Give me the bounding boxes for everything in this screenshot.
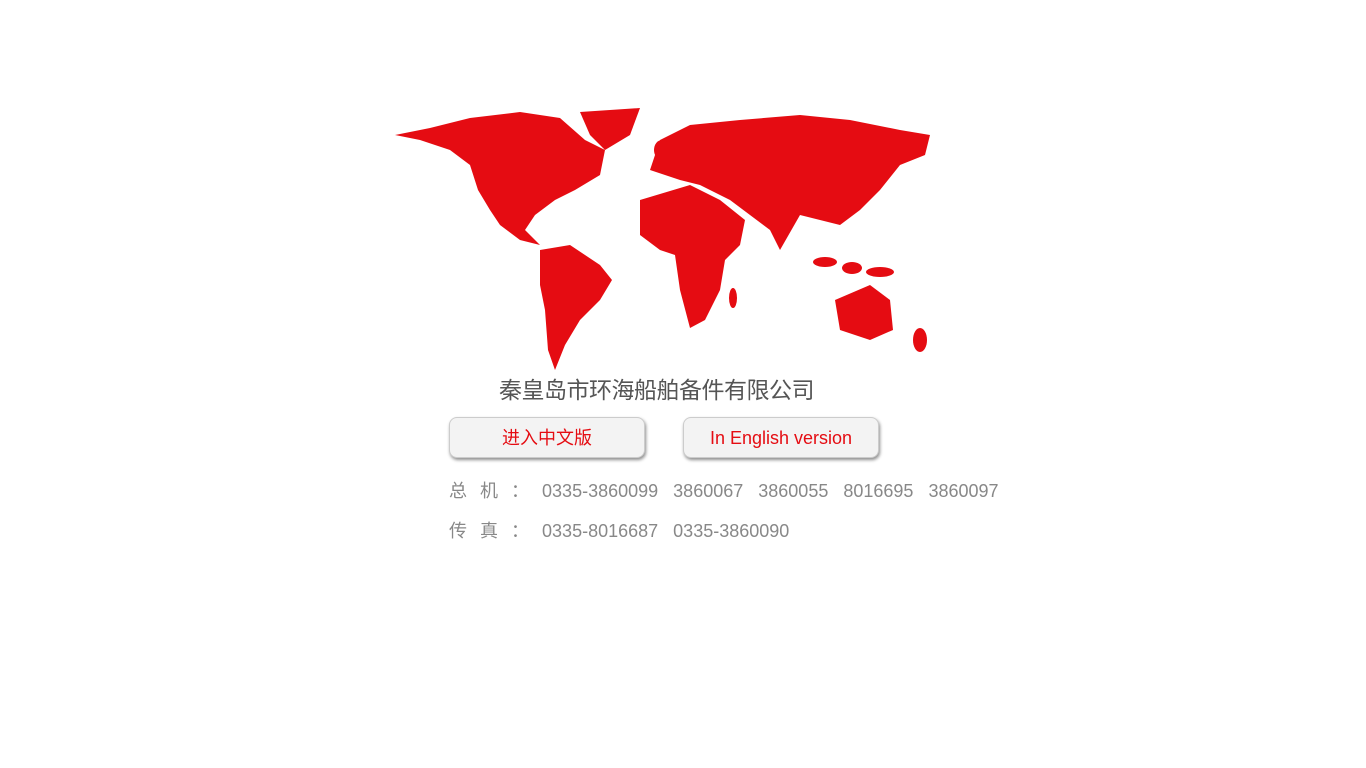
phone-number: 3860097 [928, 481, 999, 501]
phone-row: 总 机 ： 0335-3860099 3860067 3860055 80166… [449, 477, 1009, 503]
phone-label: 总 机 ： [449, 481, 534, 501]
fax-number: 0335-3860090 [673, 521, 790, 541]
phone-number: 8016695 [843, 481, 914, 501]
chinese-version-button[interactable]: 进入中文版 [449, 417, 645, 458]
world-map-icon [395, 108, 930, 370]
fax-row: 传 真 ： 0335-8016687 0335-3860090 [449, 517, 799, 543]
phone-number: 3860055 [758, 481, 829, 501]
phone-number: 0335-3860099 [542, 481, 659, 501]
company-name: 秦皇岛市环海船舶备件有限公司 [499, 378, 815, 404]
fax-number: 0335-8016687 [542, 521, 659, 541]
phone-number: 3860067 [673, 481, 744, 501]
english-version-button[interactable]: In English version [683, 417, 879, 458]
fax-label: 传 真 ： [449, 521, 534, 541]
